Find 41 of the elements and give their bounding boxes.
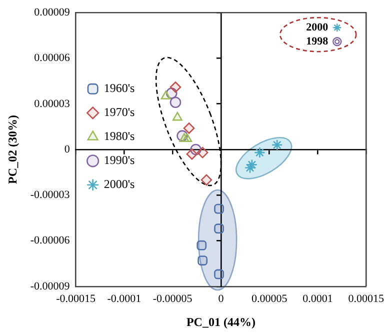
point (186, 148, 198, 160)
x-tick-label: -0.00015 (56, 292, 96, 305)
annotation: 1998 (306, 36, 329, 48)
point (198, 256, 208, 266)
point (214, 204, 224, 214)
point (200, 174, 212, 186)
point (271, 139, 283, 151)
point (172, 112, 182, 121)
x-tick-label: -0.00005 (152, 292, 193, 305)
y-tick-label: 0.00003 (34, 98, 70, 110)
point (214, 269, 224, 280)
y-tick-label: 0.00009 (34, 6, 70, 18)
legend-label: 2000's (104, 177, 135, 192)
x-tick-label: 0 (218, 292, 224, 305)
point (214, 224, 224, 234)
x-tick-label: -0.0001 (107, 292, 142, 305)
legend-label: 1980's (104, 129, 135, 144)
y-tick-label: -0.00006 (30, 234, 70, 247)
point (196, 240, 207, 250)
x-axis-title: PC_01 (44%) (186, 314, 256, 329)
point (160, 90, 171, 100)
y-tick-label: 0.00006 (34, 52, 70, 64)
annotation: 2000 (306, 22, 329, 34)
point (179, 133, 190, 142)
legend-label: 1970's (104, 105, 135, 120)
legend-label: 1990's (104, 153, 135, 168)
y-tick-label: -0.00009 (30, 280, 70, 292)
y-axis-title: PC_02 (30%) (5, 115, 20, 184)
point (246, 159, 258, 170)
x-tick-label: 0.00005 (251, 292, 288, 305)
legend-label: 1960's (104, 81, 135, 96)
point (254, 146, 266, 158)
x-tick-label: 0.0001 (302, 292, 333, 305)
point (196, 146, 208, 158)
x-tick-label: 0.00015 (348, 292, 384, 305)
y-tick-label: 0 (64, 143, 70, 156)
point (244, 162, 256, 174)
point (170, 96, 182, 108)
y-tick-label: -0.00003 (30, 189, 70, 202)
point (170, 81, 182, 93)
point (183, 122, 195, 134)
